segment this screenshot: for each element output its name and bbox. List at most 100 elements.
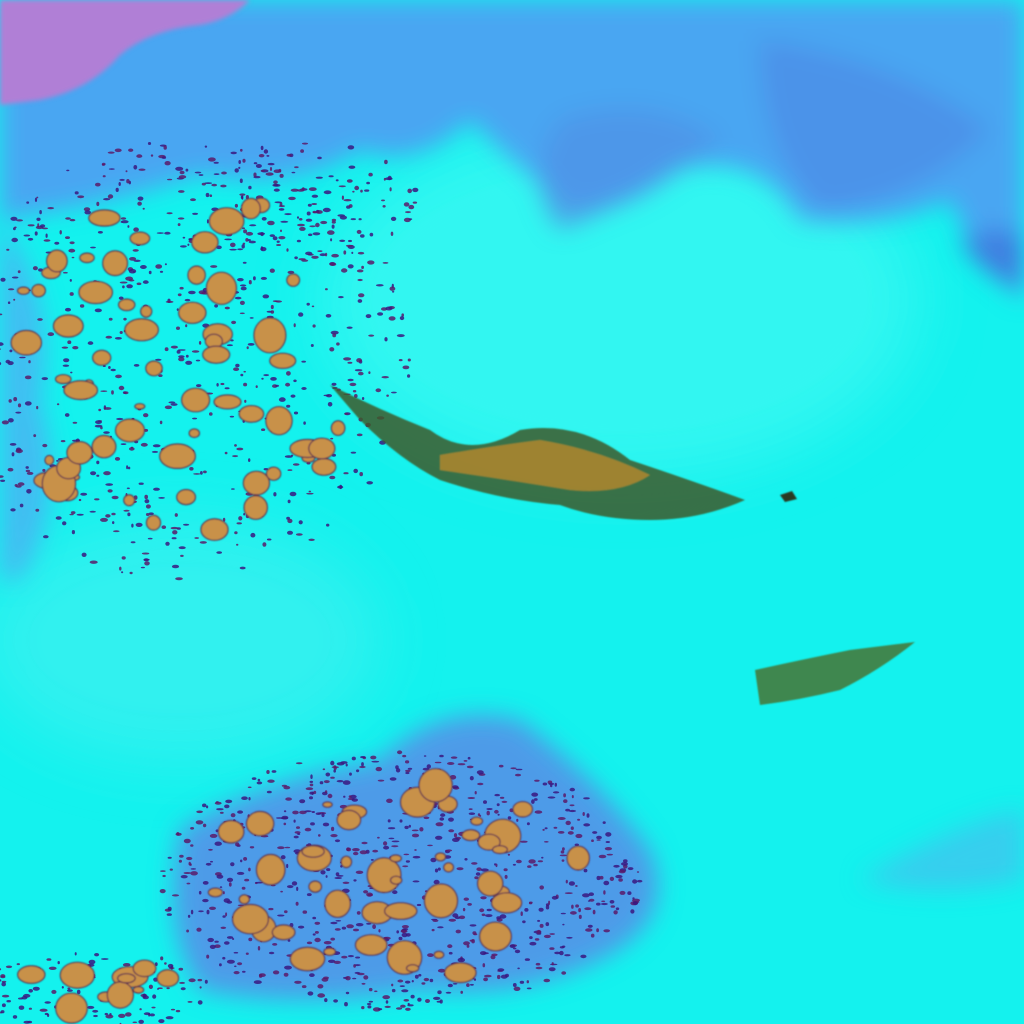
speck (469, 924, 477, 927)
speck (401, 925, 409, 929)
speck (120, 217, 127, 220)
speck (323, 976, 329, 980)
speck (632, 901, 639, 906)
speck (260, 145, 264, 151)
speck (315, 176, 323, 179)
speck (210, 265, 218, 268)
speck (33, 434, 37, 438)
speck (632, 879, 638, 884)
speck (391, 845, 399, 848)
speck (539, 885, 544, 890)
terrain-patch (134, 403, 146, 410)
speck (111, 495, 119, 500)
speck (164, 161, 171, 166)
speck (196, 927, 202, 932)
speck (512, 983, 517, 987)
speck (372, 849, 379, 853)
speck (345, 976, 351, 981)
terrain-patch (181, 387, 211, 413)
speck (326, 868, 331, 872)
speck (289, 491, 297, 497)
speck (387, 175, 392, 181)
speck (499, 914, 507, 919)
speck (103, 471, 111, 476)
speck (410, 994, 415, 999)
terrain-patch (202, 345, 231, 364)
speck (224, 451, 228, 455)
speck (311, 811, 315, 813)
speck (0, 1010, 5, 1014)
speck (498, 764, 504, 768)
speck (243, 512, 246, 516)
speck (176, 326, 180, 330)
speck (447, 762, 455, 765)
terrain-patch (114, 418, 145, 443)
speck (358, 293, 365, 298)
speck (180, 245, 187, 248)
speck (148, 270, 152, 275)
speck (325, 875, 328, 878)
speck (359, 850, 368, 855)
speck (177, 223, 181, 227)
speck (294, 980, 302, 984)
speck (230, 862, 235, 867)
speck (603, 890, 606, 895)
speck (46, 958, 52, 961)
speck (368, 987, 373, 992)
speck (308, 187, 317, 192)
speck (292, 810, 299, 815)
speck (236, 522, 242, 525)
speck (214, 304, 219, 308)
speck (463, 941, 470, 946)
speck (159, 889, 166, 894)
speck (517, 967, 520, 970)
speck (200, 471, 203, 475)
speck (417, 997, 422, 1002)
speck (67, 987, 71, 990)
speck (599, 875, 604, 880)
speck (560, 850, 565, 854)
speck (326, 523, 330, 527)
speck (412, 880, 420, 883)
speck (202, 898, 209, 903)
speck (138, 1019, 144, 1024)
speck (121, 556, 126, 560)
speck (485, 914, 493, 918)
speck (155, 358, 162, 361)
speck (453, 833, 458, 838)
speck (245, 952, 249, 955)
speck (630, 909, 635, 914)
speck (437, 990, 442, 995)
speck (184, 298, 191, 302)
speck (513, 947, 517, 950)
speck (353, 879, 357, 882)
terrain-patch (434, 852, 447, 862)
speck (95, 420, 102, 424)
speck (191, 350, 200, 353)
speck (401, 989, 409, 993)
speck (28, 360, 31, 364)
speck (138, 482, 144, 485)
speck (304, 827, 312, 832)
speck (1, 420, 9, 425)
speck (311, 194, 319, 198)
speck (343, 199, 352, 202)
speck (56, 460, 59, 462)
speck (266, 770, 270, 774)
speck (312, 916, 317, 920)
speck (609, 876, 615, 882)
speck (351, 798, 358, 802)
speck (126, 465, 129, 470)
speck (251, 777, 257, 780)
speck (278, 236, 286, 240)
speck (129, 571, 133, 575)
speck (219, 963, 222, 967)
speck (41, 377, 48, 381)
speck (162, 874, 166, 878)
speck (292, 463, 300, 466)
speck (307, 991, 314, 996)
speck (266, 538, 272, 541)
speck (178, 175, 187, 179)
speck (179, 286, 184, 290)
speck (283, 810, 287, 813)
